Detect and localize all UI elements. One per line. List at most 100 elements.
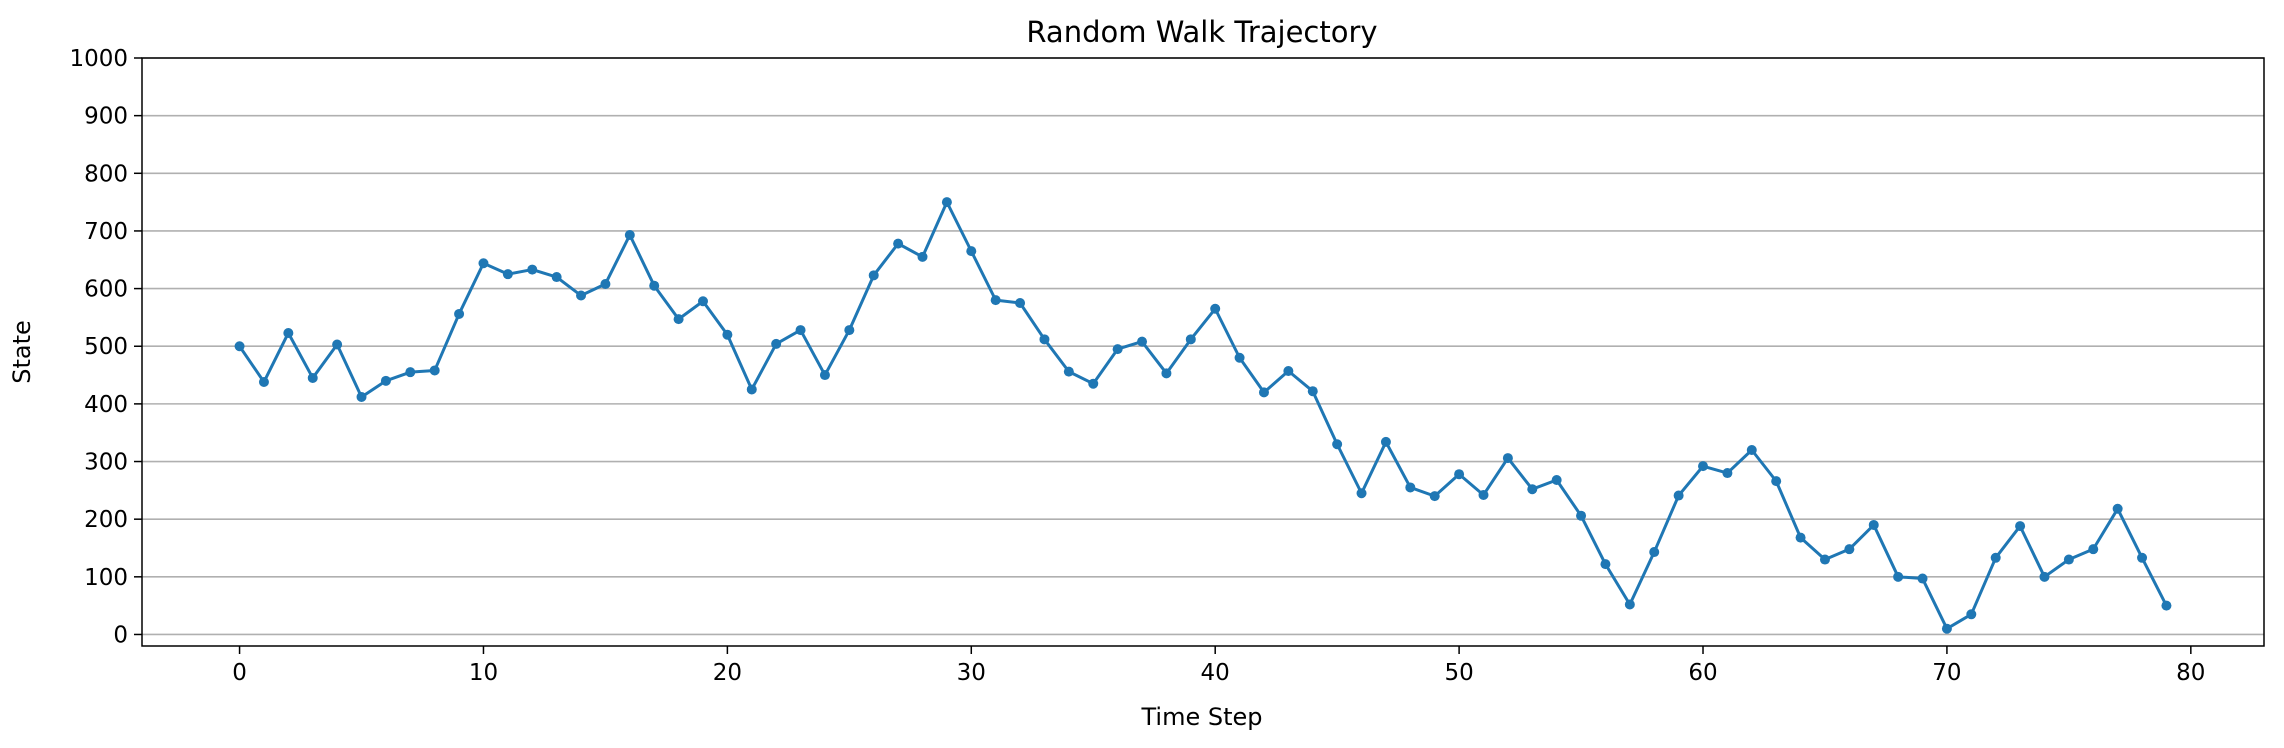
data-point [1868,519,1879,530]
data-point [1771,476,1782,487]
x-tick-label: 10 [469,660,498,686]
data-point [283,327,294,338]
x-tick-label: 80 [2176,660,2205,686]
data-point [1844,544,1855,555]
x-tick-label: 0 [232,660,247,686]
y-gridlines [142,57,2264,636]
data-point [1746,445,1757,455]
data-point [1551,474,1562,485]
data-point [600,278,611,289]
data-point [502,269,513,280]
data-point [697,296,708,307]
data-point [478,258,489,269]
data-point [2039,571,2050,582]
data-point [819,370,830,381]
data-point [356,391,367,402]
data-point [1502,453,1513,464]
data-point [1795,532,1806,543]
data-point [1527,484,1538,495]
data-point [795,325,806,336]
y-tick-label: 300 [84,450,128,476]
y-tick-label: 500 [84,334,128,360]
data-point [1137,336,1148,347]
data-point [1722,468,1733,479]
data-point [1380,436,1391,447]
x-tick-label: 40 [1201,660,1230,686]
data-point [1673,490,1684,501]
data-point [1429,491,1440,502]
data-point [917,251,928,262]
x-tick-label: 60 [1688,660,1717,686]
data-point [624,229,635,240]
data-point [1893,571,1904,582]
data-point [1600,559,1611,570]
data-point [1698,461,1709,472]
data-point [429,365,440,376]
data-point [2015,521,2026,532]
data-point [527,264,538,275]
data-point [2137,552,2148,563]
data-point [1063,366,1074,377]
y-tick-label: 200 [84,507,128,533]
data-point [454,308,465,319]
data-point [1283,366,1294,377]
data-point [258,376,269,387]
data-point [1649,547,1660,558]
data-point [722,329,733,340]
data-point [673,314,684,325]
y-tick-label: 100 [84,565,128,591]
x-axis-ticks: 0 10 20 30 40 50 60 70 80 [232,646,2205,686]
x-tick-label: 50 [1444,660,1473,686]
y-axis-label: State [8,320,36,384]
x-tick-label: 20 [713,660,742,686]
data-point [966,246,977,257]
data-point [1966,609,1977,620]
data-point [1234,352,1245,363]
data-point [405,367,416,378]
data-point [1332,439,1343,450]
x-tick-label: 30 [957,660,986,686]
data-point [990,295,1001,306]
data-point [1405,482,1416,493]
series-line [238,200,2168,631]
x-tick-label: 70 [1932,660,1961,686]
data-point [332,339,343,350]
y-tick-label: 700 [84,219,128,245]
data-point [1039,334,1050,345]
y-tick-label: 600 [84,277,128,303]
data-point [1356,488,1367,499]
data-point [771,338,782,349]
data-point [1185,334,1196,345]
data-point [844,325,855,336]
plot-frame [141,57,2265,647]
data-point [941,197,952,208]
data-point [1258,387,1269,398]
data-point [1819,554,1830,565]
data-point [380,375,391,386]
data-point [1454,469,1465,480]
data-point [576,290,587,301]
data-point [1624,599,1635,610]
data-point [649,280,660,291]
data-point [234,341,245,352]
data-point [1015,298,1026,308]
data-point [1917,573,1928,584]
y-axis-ticks: 0 100 200 300 400 500 600 700 800 900 1000 [69,46,142,648]
data-point [2161,600,2172,611]
data-point [1990,552,2001,563]
data-point [307,372,318,383]
data-point [1307,386,1318,397]
data-point [868,270,879,281]
y-tick-label: 0 [113,622,128,648]
data-point [1576,510,1587,521]
y-tick-label: 800 [84,161,128,187]
data-point [1210,303,1221,314]
data-point [1478,489,1489,500]
data-point [2063,554,2074,565]
y-tick-label: 1000 [69,46,128,72]
x-axis-label: Time Step [1140,703,1262,731]
y-tick-label: 900 [84,104,128,130]
data-point [1941,623,1952,634]
data-point [1088,378,1099,389]
